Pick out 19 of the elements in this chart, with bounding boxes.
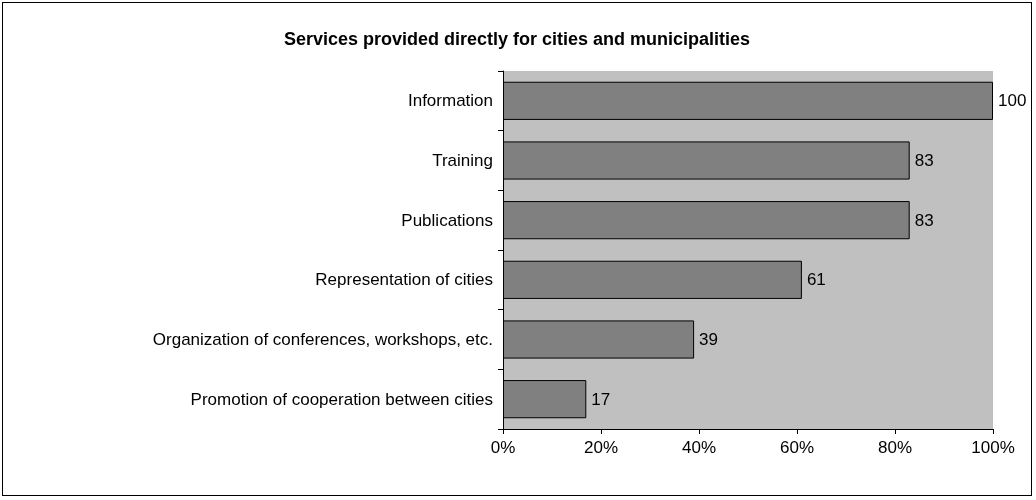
y-tick-label: Promotion of cooperation between cities [190, 389, 493, 409]
data-label: 83 [914, 210, 934, 230]
data-label: 61 [806, 270, 826, 290]
data-label: 100 [998, 91, 1027, 111]
y-tick-label: Publications [401, 210, 493, 230]
y-tick-label: Representation of cities [315, 270, 493, 290]
x-tick-label: 20% [583, 438, 619, 457]
y-tick-label: Information [407, 91, 493, 111]
y-tick-label: Training [432, 151, 493, 170]
x-tick-label: 100% [971, 438, 1015, 457]
y-tick-label: Organization of conferences, workshops, etc. [152, 330, 493, 349]
chart-title: Services provided directly for cities and municipalities [283, 29, 751, 49]
x-tick-label: 40% [681, 438, 717, 457]
x-tick-label: 60% [779, 438, 815, 457]
data-label: 83 [914, 151, 934, 170]
data-label: 39 [699, 330, 719, 349]
data-label: 17 [591, 389, 611, 409]
x-tick-label: 0% [490, 438, 516, 457]
x-tick-label: 80% [877, 438, 913, 457]
